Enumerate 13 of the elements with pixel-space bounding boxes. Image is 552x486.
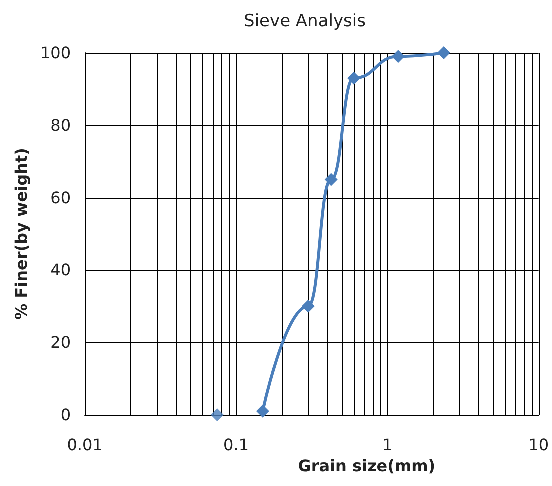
y-tick-label: 80 [50, 116, 71, 135]
x-tick-label: 1 [382, 436, 393, 454]
y-tick-label: 0 [60, 406, 71, 424]
x-tick-label: 10 [528, 436, 549, 454]
chart-title: Sieve Analysis [244, 12, 366, 32]
y-tick-label: 60 [50, 188, 71, 208]
y-tick-label: 100 [40, 44, 71, 62]
y-axis-title: % Finer(by weight) [12, 148, 32, 320]
y-tick-label: 20 [50, 333, 71, 352]
x-tick-label: 0.1 [224, 436, 249, 454]
x-axis-title: Grain size(mm) [298, 456, 436, 476]
y-tick-label: 40 [50, 260, 71, 280]
x-tick-label: 0.01 [67, 436, 103, 454]
